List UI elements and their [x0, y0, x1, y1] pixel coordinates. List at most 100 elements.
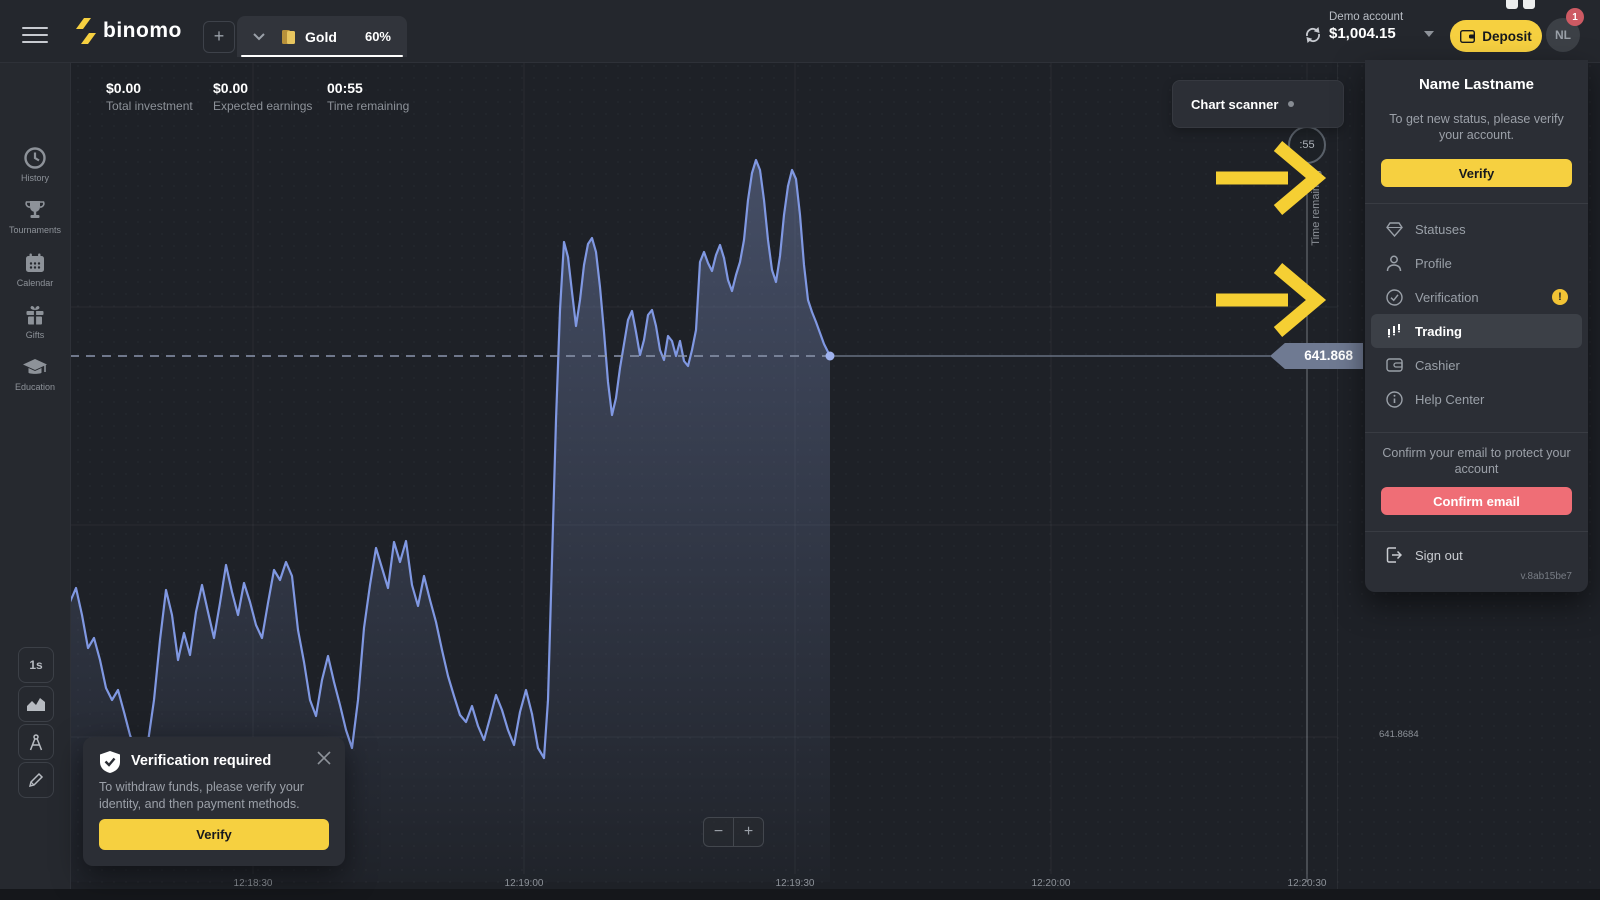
- stat-expected-earnings: $0.00 Expected earnings: [213, 80, 312, 113]
- verify-button[interactable]: Verify: [1381, 159, 1572, 187]
- sidebar-label: History: [20, 173, 49, 183]
- stat-value: $0.00: [213, 80, 249, 96]
- sign-out-label: Sign out: [1415, 547, 1463, 563]
- time-axis-label: 12:20:00: [1031, 878, 1071, 889]
- stat-value: $0.00: [106, 80, 142, 96]
- price-line: [70, 158, 832, 764]
- shield-check-icon: [100, 751, 120, 773]
- sign-out-button[interactable]: Sign out: [1371, 540, 1582, 570]
- area-chart-icon: [27, 698, 45, 711]
- menu-item-trading[interactable]: Trading: [1371, 314, 1582, 348]
- sidebar-item-history[interactable]: History: [0, 146, 70, 183]
- confirm-email-text: Confirm your email to protect your accou…: [1382, 446, 1571, 476]
- close-icon[interactable]: [317, 751, 331, 765]
- confirm-email-button[interactable]: Confirm email: [1381, 487, 1572, 515]
- sidebar-item-calendar[interactable]: Calendar: [0, 251, 70, 288]
- app-version: v.8ab15be7: [1520, 571, 1572, 582]
- account-type-label: Demo account: [1329, 11, 1404, 23]
- calendar-icon: [26, 253, 44, 272]
- interval-button[interactable]: 1s: [18, 647, 54, 683]
- menu-item-label: Trading: [1415, 323, 1462, 339]
- time-remaining-axis-label: Time remaining: [1310, 170, 1322, 246]
- menu-item-profile[interactable]: Profile: [1371, 246, 1582, 280]
- stat-label: Time remaining: [327, 99, 410, 113]
- pause-icon: [1506, 0, 1535, 9]
- account-caret-icon[interactable]: [1424, 31, 1434, 37]
- sidebar-label: Education: [14, 382, 56, 392]
- binomo-logo: binomo: [76, 16, 182, 46]
- gem-icon: [1385, 221, 1403, 237]
- status-hint-text: To get new status, please verify your ac…: [1389, 112, 1564, 142]
- trophy-icon: [25, 201, 45, 218]
- zoom-in-button[interactable]: +: [733, 817, 764, 847]
- menu-item-label: Verification: [1415, 289, 1479, 305]
- sidebar-label: Calendar: [16, 278, 54, 288]
- chart-type-button[interactable]: [18, 686, 54, 722]
- person-icon: [1385, 255, 1403, 272]
- logo-text: binomo: [103, 19, 182, 42]
- time-axis-label: 12:20:30: [1287, 878, 1327, 889]
- sidebar-label: Gifts: [25, 330, 45, 340]
- popup-title: Verification required: [131, 753, 272, 769]
- stat-label: Expected earnings: [213, 99, 313, 113]
- chart-zoom-controls: − +: [703, 817, 764, 847]
- indicators-button[interactable]: [18, 724, 54, 760]
- wallet-icon: [1460, 29, 1476, 43]
- menu-item-verification[interactable]: Verification !: [1371, 280, 1582, 314]
- time-axis-label: 12:19:00: [504, 878, 544, 889]
- scanner-status-dot: [1288, 101, 1295, 107]
- add-asset-tab-button[interactable]: +: [203, 21, 235, 53]
- menu-item-help-center[interactable]: Help Center: [1371, 382, 1582, 416]
- menu-item-label: Profile: [1415, 255, 1452, 271]
- stat-time-remaining: 00:55 Time remaining: [327, 80, 409, 113]
- user-name: Name Lastname: [1418, 76, 1535, 93]
- deposit-button[interactable]: Deposit: [1450, 20, 1542, 52]
- chart-scanner-button[interactable]: Chart scanner: [1172, 80, 1344, 128]
- wallet-icon: [1385, 358, 1403, 372]
- stat-value: 00:55: [327, 80, 363, 96]
- menu-item-statuses[interactable]: Statuses: [1371, 212, 1582, 246]
- sidebar-label: Tournaments: [8, 225, 62, 235]
- menu-item-cashier[interactable]: Cashier: [1371, 348, 1582, 382]
- top-bar: binomo + Gold 60% Demo account $1,004.15: [0, 0, 1600, 63]
- account-menu-panel: Name Lastname To get new status, please …: [1365, 60, 1588, 592]
- time-axis-label: 12:19:30: [775, 878, 815, 889]
- divider: [1365, 531, 1588, 532]
- account-switcher[interactable]: Demo account $1,004.15: [1329, 11, 1403, 42]
- refresh-account-icon[interactable]: [1303, 25, 1323, 45]
- price-chart[interactable]: [70, 62, 1337, 882]
- graduation-cap-icon: [23, 359, 47, 374]
- bottom-edge-strip: [0, 889, 1600, 900]
- asset-payout: 60%: [364, 29, 391, 44]
- expiry-timer-badge: :55: [1288, 126, 1326, 164]
- time-axis-label: 12:18:30: [233, 878, 273, 889]
- info-icon: [1385, 390, 1403, 408]
- current-price-dot: [825, 351, 835, 361]
- deposit-label: Deposit: [1482, 28, 1532, 44]
- gold-bars-icon: [282, 29, 295, 44]
- asset-name: Gold: [305, 28, 337, 45]
- chevron-down-icon: [253, 32, 265, 40]
- sign-out-icon: [1385, 547, 1403, 563]
- compass-icon: [29, 733, 43, 750]
- stat-label: Total investment: [106, 99, 193, 113]
- asset-tab-gold[interactable]: Gold 60%: [237, 16, 407, 57]
- menu-item-label: Help Center: [1415, 391, 1485, 407]
- chart-scanner-label: Chart scanner: [1191, 96, 1279, 112]
- current-price-tag: 641.868: [1270, 343, 1363, 369]
- sidebar-item-gifts[interactable]: Gifts: [0, 303, 70, 340]
- sidebar-item-tournaments[interactable]: Tournaments: [0, 198, 70, 235]
- account-balance: $1,004.15: [1329, 25, 1396, 42]
- popup-body-text: To withdraw funds, please verify your id…: [99, 780, 304, 811]
- stat-total-investment: $0.00 Total investment: [106, 80, 193, 113]
- menu-item-label: Cashier: [1415, 357, 1460, 373]
- sidebar-item-education[interactable]: Education: [0, 355, 70, 392]
- menu-item-label: Statuses: [1415, 221, 1466, 237]
- draw-button[interactable]: [18, 762, 54, 798]
- asset-tab-underline: [241, 55, 403, 57]
- zoom-out-button[interactable]: −: [703, 817, 733, 847]
- plot-boundary-line: [1337, 62, 1338, 889]
- hamburger-menu-icon[interactable]: [22, 27, 48, 43]
- left-sidebar: History Tournaments Calendar: [0, 62, 71, 889]
- popup-verify-button[interactable]: Verify: [99, 819, 329, 850]
